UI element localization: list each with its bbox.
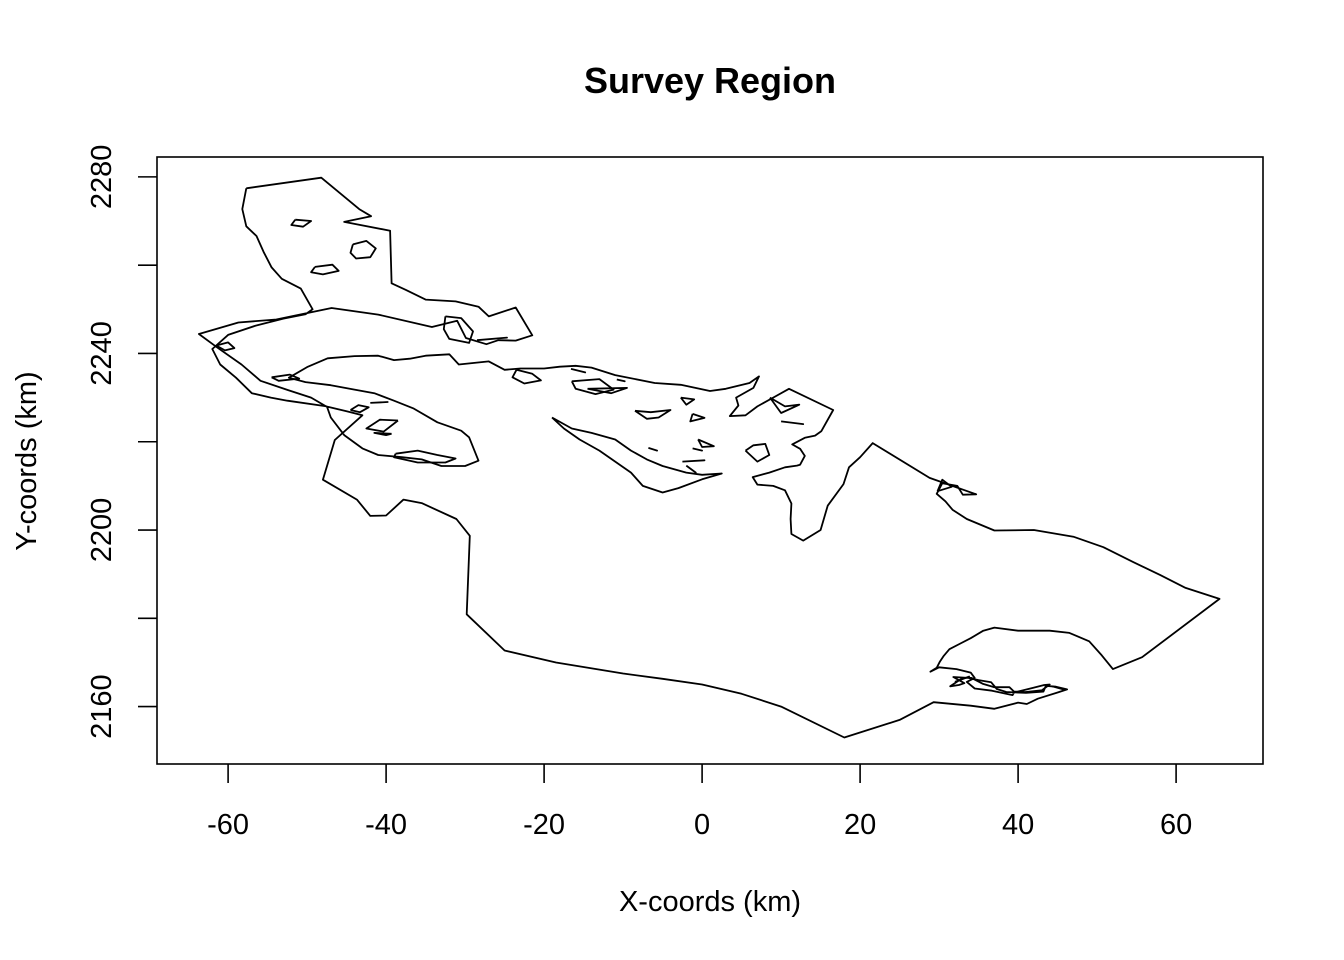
y-axis: 2160 2200 2240 2280 — [86, 145, 157, 739]
island-outline — [442, 315, 474, 344]
island-outline — [954, 675, 970, 683]
island-outline — [682, 459, 706, 463]
x-tick-label: 60 — [1160, 809, 1192, 841]
x-tick-label: 20 — [844, 809, 876, 841]
island-outline — [370, 401, 389, 404]
x-tick-label: -40 — [365, 809, 407, 841]
island-outline — [616, 378, 626, 383]
region-shapes — [198, 176, 1221, 739]
island-outline — [685, 464, 697, 474]
island-outline — [697, 438, 715, 448]
island-outline — [744, 443, 771, 463]
x-tick-label: 40 — [1002, 809, 1034, 841]
island-outline — [769, 396, 801, 414]
island-outline — [373, 432, 392, 436]
y-tick-label: 2280 — [86, 145, 118, 210]
island-outline — [271, 373, 301, 382]
island-outline — [780, 420, 805, 425]
island-outline — [634, 409, 672, 420]
survey-region-outline — [198, 176, 1221, 739]
y-tick-label: 2240 — [86, 321, 118, 386]
island-outline — [692, 447, 703, 452]
x-tick-label: 0 — [694, 809, 710, 841]
island-outline — [689, 413, 706, 423]
y-tick-label: 2160 — [86, 674, 118, 739]
y-axis-label: Y-coords (km) — [11, 371, 43, 550]
island-outline — [511, 368, 542, 385]
island-outline — [476, 336, 508, 342]
x-axis: -60 -40 -20 0 20 40 60 — [207, 764, 1192, 841]
island-outline — [290, 218, 312, 228]
island-outline — [215, 341, 236, 352]
y-tick-label: 2200 — [86, 498, 118, 563]
island-outline — [350, 404, 370, 414]
island-outline — [365, 418, 399, 433]
island-outline — [936, 478, 953, 493]
island-outline — [551, 416, 723, 494]
island-outline — [393, 449, 457, 464]
island-outline — [587, 387, 628, 395]
island-outline — [680, 396, 696, 406]
island-outline — [570, 368, 587, 374]
plot-frame — [156, 156, 1264, 765]
chart-title: Survey Region — [584, 60, 836, 101]
x-tick-label: -20 — [523, 809, 565, 841]
x-tick-label: -60 — [207, 809, 249, 841]
island-outline — [648, 447, 658, 452]
island-outline — [310, 263, 340, 276]
x-axis-label: X-coords (km) — [619, 886, 801, 918]
island-outline — [349, 240, 377, 260]
island-outline — [1051, 685, 1066, 691]
